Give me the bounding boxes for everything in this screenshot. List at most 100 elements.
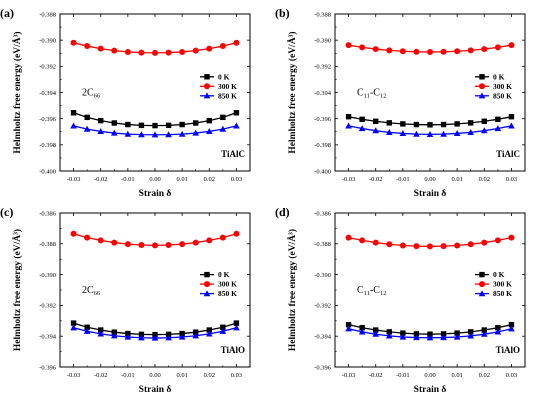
- data-point: [386, 329, 392, 335]
- legend-marker: [204, 83, 210, 90]
- data-point: [111, 47, 118, 54]
- series-850k: [70, 122, 240, 138]
- legend-marker: [203, 290, 211, 297]
- chart-panel-d: -0.03 -0.02 -0.01 0.00 0.01 0.02 0.03 -0.396 -0.…: [275, 205, 526, 395]
- x-tick-label: 0.03: [231, 176, 242, 183]
- series-300k: [70, 39, 240, 56]
- legend-entry: 300 K: [200, 280, 237, 289]
- data-point: [494, 328, 502, 335]
- y-axis-title: Helmholtz free energy (eV/Å³): [11, 31, 23, 153]
- legend-marker: [478, 92, 486, 99]
- data-point: [467, 332, 475, 339]
- data-point: [399, 130, 407, 137]
- x-tick-label: -0.01: [121, 176, 135, 183]
- data-point: [358, 328, 366, 335]
- x-tick-label: 0.02: [204, 372, 215, 379]
- x-tick-label: -0.03: [342, 372, 356, 379]
- constant-annotation: 2C66: [82, 285, 101, 297]
- data-point: [124, 130, 132, 137]
- y-tick-label: -0.390: [39, 272, 56, 279]
- data-point: [426, 130, 434, 137]
- y-axis-title: Helmholtz free energy (eV/Å³): [11, 229, 23, 351]
- x-tick-label: 0.03: [231, 372, 242, 379]
- x-tick-label: -0.02: [369, 372, 383, 379]
- data-point: [206, 237, 213, 244]
- constant-subscript-2: 12: [380, 93, 387, 100]
- data-point: [70, 110, 77, 116]
- x-tick-label: 0.03: [506, 372, 517, 379]
- data-point: [345, 325, 352, 332]
- data-point: [508, 122, 515, 129]
- data-point: [233, 110, 240, 116]
- x-tick-label: 0.01: [451, 176, 462, 183]
- legend-marker: [204, 281, 210, 288]
- data-point: [508, 325, 515, 332]
- y-tick-label: -0.398: [39, 142, 56, 149]
- data-point: [468, 329, 474, 335]
- x-axis-title: Strain δ: [139, 385, 172, 395]
- data-point: [358, 125, 366, 132]
- x-axis-title: Strain δ: [414, 385, 447, 395]
- data-point: [480, 330, 488, 337]
- data-point: [138, 131, 145, 138]
- data-point: [178, 130, 186, 137]
- x-tick-label: -0.01: [121, 372, 135, 379]
- legend-label: 0 K: [218, 270, 230, 279]
- series-850k: [70, 324, 240, 341]
- legend-entry: 0 K: [200, 72, 230, 81]
- data-point: [495, 325, 501, 331]
- y-tick-label: -0.388: [314, 11, 331, 18]
- data-point: [440, 130, 447, 137]
- y-axis-title: Helmholtz free energy (eV/Å³): [286, 229, 298, 351]
- y-axis-title: Helmholtz free energy (eV/Å³): [286, 31, 298, 153]
- data-point: [372, 46, 379, 53]
- y-tick-label: -0.390: [39, 37, 56, 44]
- data-point: [98, 117, 104, 124]
- data-point: [440, 243, 447, 250]
- data-point: [345, 122, 352, 129]
- data-point: [400, 121, 406, 127]
- data-point: [359, 44, 366, 51]
- data-point: [165, 334, 172, 341]
- data-point: [453, 333, 461, 340]
- y-tick-label: -0.396: [314, 364, 332, 371]
- data-point: [440, 331, 447, 337]
- material-label: TiAlO: [496, 345, 520, 355]
- data-point: [508, 42, 515, 49]
- data-point: [372, 127, 380, 134]
- constant-annotation: C11-C12: [357, 285, 386, 297]
- y-tick-label: -0.386: [314, 210, 332, 217]
- data-point: [206, 327, 212, 333]
- data-point: [481, 239, 488, 246]
- data-point: [345, 42, 352, 49]
- series-300k: [345, 42, 515, 55]
- data-point: [372, 330, 380, 337]
- panel-label: (c): [0, 205, 13, 219]
- x-tick-label: 0.02: [479, 176, 490, 183]
- data-point: [345, 114, 352, 120]
- data-point: [427, 48, 433, 55]
- data-point: [427, 122, 433, 128]
- y-tick-label: -0.398: [314, 142, 331, 149]
- data-point: [359, 116, 365, 123]
- y-tick-label: -0.400: [314, 168, 331, 175]
- data-point: [359, 237, 366, 244]
- data-point: [345, 234, 352, 241]
- series-850k: [345, 122, 515, 137]
- series-850k: [345, 325, 515, 341]
- y-tick-label: -0.392: [39, 303, 56, 310]
- series-0k: [345, 114, 515, 128]
- y-tick-label: -0.394: [314, 334, 332, 341]
- data-point: [84, 324, 90, 330]
- y-tick-label: -0.396: [39, 364, 57, 371]
- legend-label: 300 K: [493, 82, 512, 91]
- data-point: [481, 118, 487, 124]
- data-point: [70, 39, 77, 46]
- legend-label: 850 K: [218, 289, 237, 298]
- legend-label: 850 K: [493, 289, 512, 298]
- data-point: [385, 129, 393, 136]
- chart-panel-c: -0.03 -0.02 -0.01 0.00 0.01 0.02 0.03 -0.396 -0.…: [0, 205, 251, 395]
- panel-label: (b): [275, 6, 290, 20]
- y-tick-label: -0.396: [314, 116, 332, 123]
- data-point: [508, 321, 515, 328]
